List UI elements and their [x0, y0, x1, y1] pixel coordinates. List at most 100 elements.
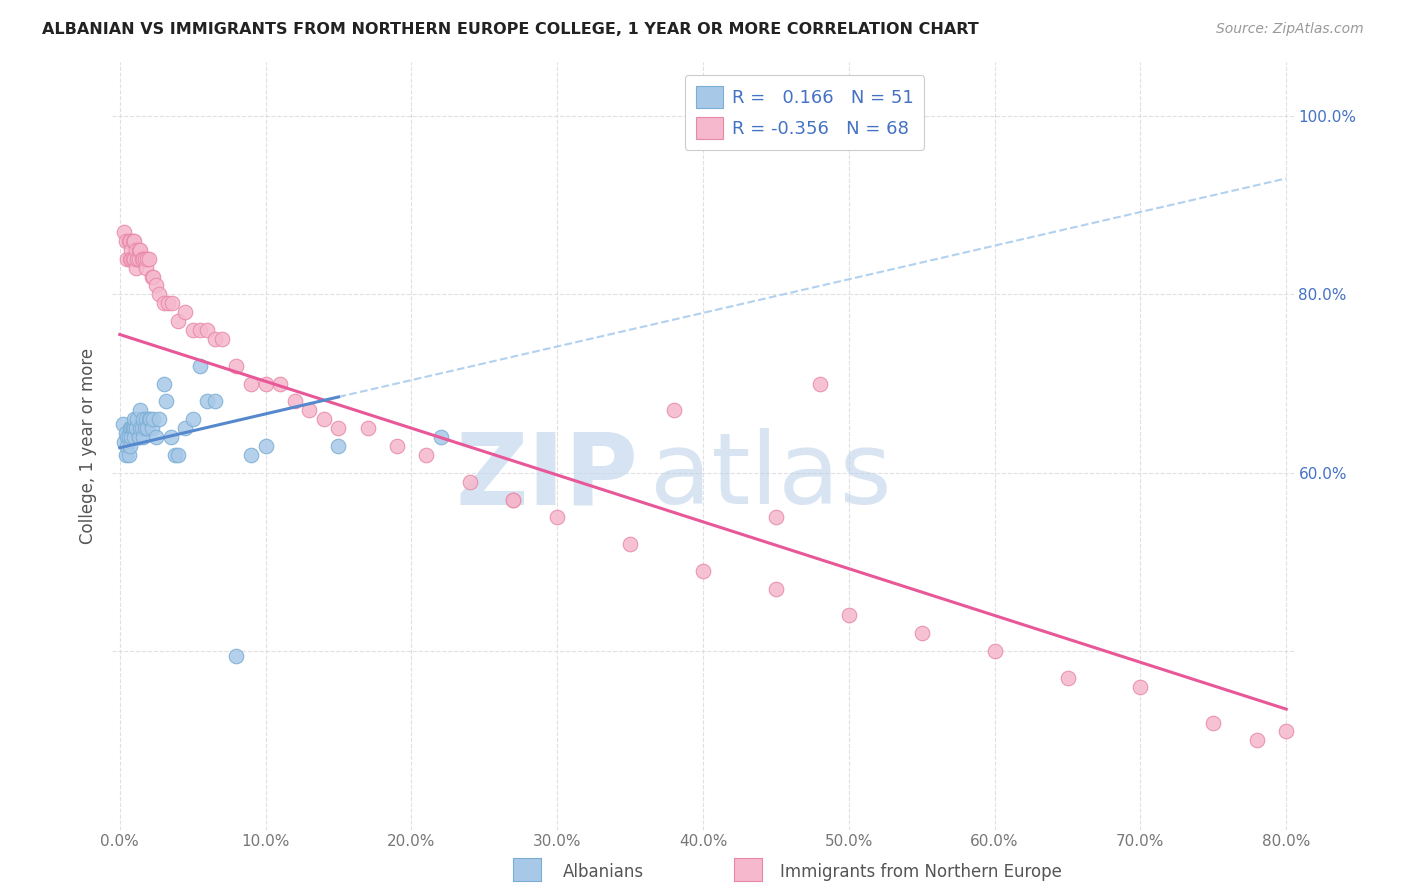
Point: [135, 412, 157, 426]
Point: [122, 234, 145, 248]
Point: [128, 430, 150, 444]
Point: [156, 296, 179, 310]
Point: [188, 359, 211, 373]
Point: [118, 234, 141, 248]
Point: [356, 421, 378, 435]
Point: [502, 492, 524, 507]
Text: atlas: atlas: [650, 428, 891, 525]
Point: [111, 417, 134, 431]
Point: [142, 269, 165, 284]
Point: [662, 403, 685, 417]
Point: [328, 421, 350, 435]
Point: [139, 412, 162, 426]
Point: [114, 234, 136, 248]
Point: [204, 332, 226, 346]
Point: [159, 430, 181, 444]
Point: [127, 412, 149, 426]
Point: [429, 430, 451, 444]
Point: [124, 252, 146, 266]
Point: [125, 421, 148, 435]
Point: [174, 305, 197, 319]
Legend: R =   0.166   N = 51, R = -0.356   N = 68: R = 0.166 N = 51, R = -0.356 N = 68: [685, 75, 924, 150]
Point: [167, 314, 190, 328]
Point: [152, 376, 174, 391]
Point: [124, 430, 146, 444]
Point: [765, 582, 787, 596]
Point: [225, 359, 247, 373]
Point: [125, 421, 148, 435]
Point: [195, 323, 218, 337]
Point: [117, 430, 139, 444]
Point: [136, 252, 159, 266]
Point: [125, 243, 148, 257]
Point: [134, 421, 156, 435]
Point: [240, 376, 263, 391]
Point: [458, 475, 481, 489]
Point: [983, 644, 1005, 658]
Point: [415, 448, 437, 462]
Point: [124, 412, 146, 426]
Point: [141, 421, 163, 435]
Point: [1056, 671, 1078, 685]
Point: [692, 564, 714, 578]
Point: [145, 430, 167, 444]
Point: [124, 234, 146, 248]
Point: [136, 421, 159, 435]
Point: [118, 252, 141, 266]
Text: Albanians: Albanians: [562, 863, 644, 881]
Point: [131, 252, 153, 266]
Point: [114, 448, 136, 462]
Point: [152, 296, 174, 310]
Point: [132, 252, 155, 266]
Point: [167, 448, 190, 462]
Point: [211, 332, 233, 346]
Point: [298, 403, 321, 417]
Point: [132, 430, 155, 444]
Point: [619, 537, 641, 551]
Point: [155, 394, 177, 409]
Point: [312, 412, 335, 426]
Point: [765, 510, 787, 524]
Point: [284, 394, 307, 409]
Point: [328, 439, 350, 453]
Point: [127, 252, 149, 266]
Point: [120, 243, 142, 257]
Point: [134, 252, 156, 266]
Point: [1129, 680, 1152, 694]
Point: [546, 510, 568, 524]
Point: [122, 421, 145, 435]
Point: [188, 323, 211, 337]
Point: [129, 421, 152, 435]
Point: [135, 260, 157, 275]
Point: [128, 430, 150, 444]
Point: [269, 376, 291, 391]
Point: [808, 376, 831, 391]
Point: [122, 252, 145, 266]
Point: [141, 269, 163, 284]
Text: Immigrants from Northern Europe: Immigrants from Northern Europe: [780, 863, 1062, 881]
Point: [132, 412, 155, 426]
Point: [254, 439, 277, 453]
Point: [112, 434, 135, 449]
Point: [117, 234, 139, 248]
Point: [122, 421, 145, 435]
Point: [204, 394, 226, 409]
Point: [838, 608, 860, 623]
Text: ZIP: ZIP: [456, 428, 638, 525]
Point: [112, 225, 135, 239]
Point: [131, 421, 153, 435]
Point: [128, 243, 150, 257]
Point: [115, 439, 138, 453]
Point: [120, 421, 142, 435]
Point: [117, 448, 139, 462]
Point: [165, 448, 187, 462]
Point: [162, 296, 184, 310]
Point: [1202, 715, 1225, 730]
Point: [240, 448, 263, 462]
Point: [138, 252, 160, 266]
Point: [115, 430, 138, 444]
Point: [115, 252, 138, 266]
Point: [124, 421, 146, 435]
Point: [120, 430, 142, 444]
Point: [129, 403, 152, 417]
